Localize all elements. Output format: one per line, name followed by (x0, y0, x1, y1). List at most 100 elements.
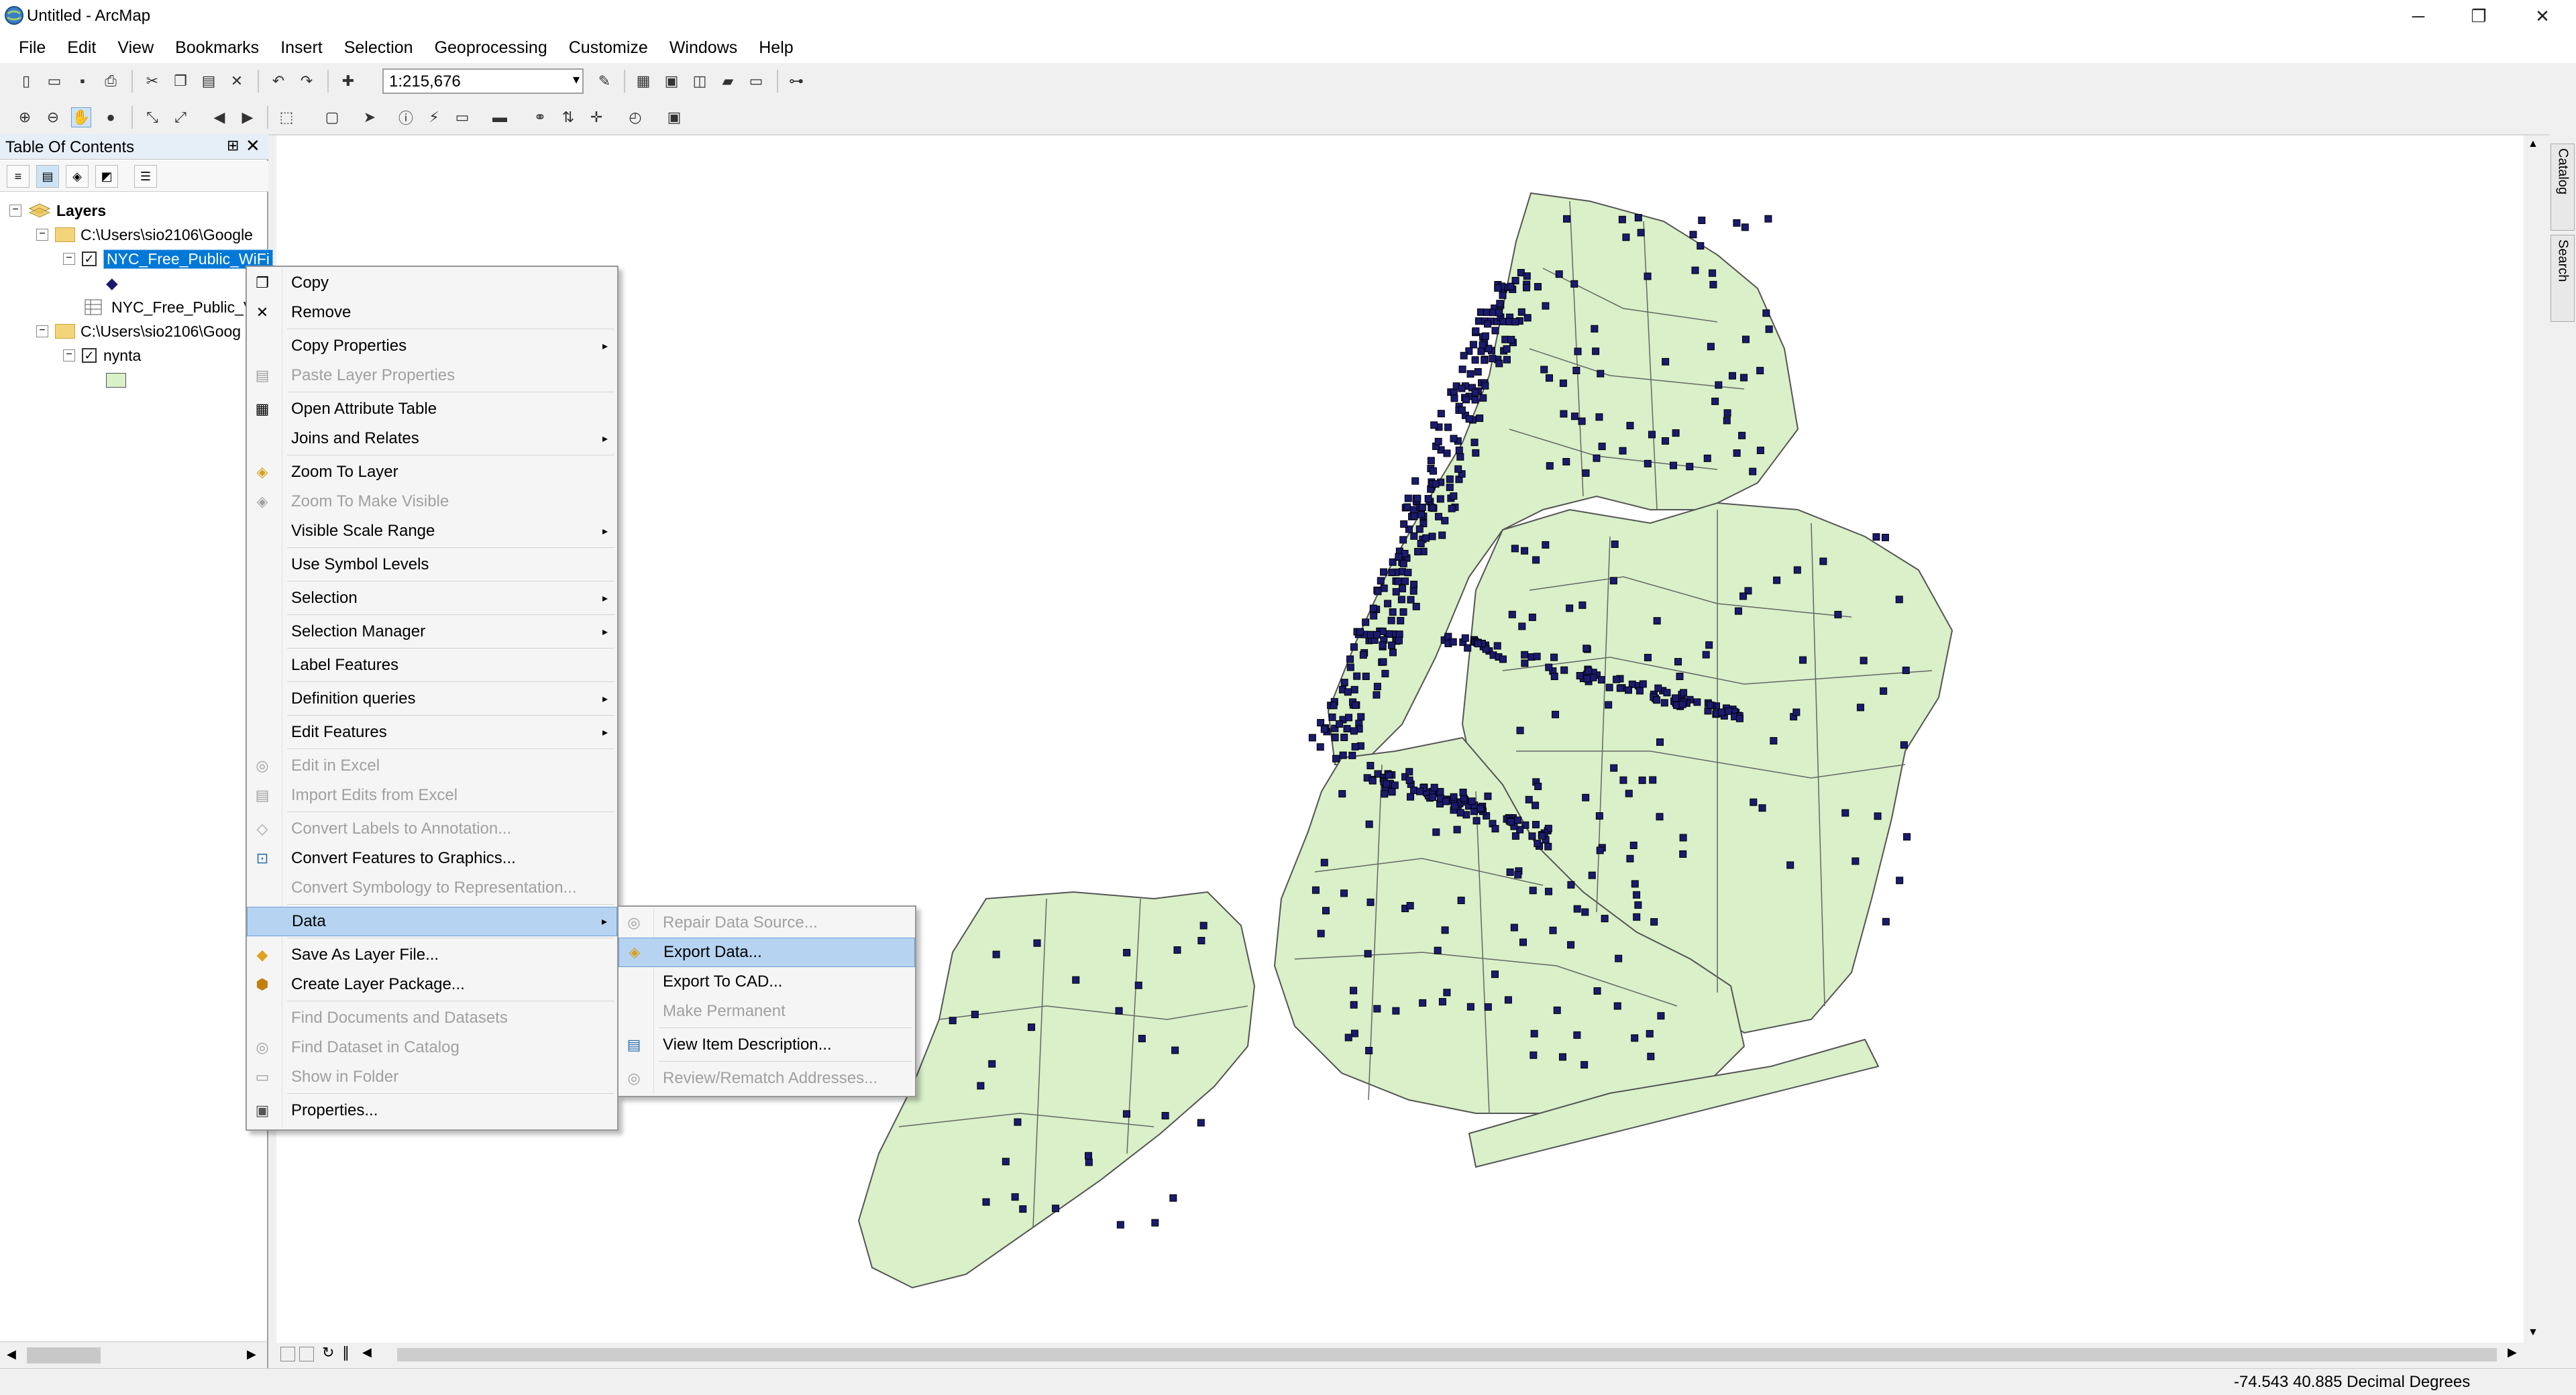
scroll-left-icon[interactable]: ◀ (7, 1347, 16, 1361)
data-view-icon[interactable] (280, 1347, 295, 1361)
map-scale-dropdown[interactable]: 1:215,676 ▾ (382, 68, 584, 94)
collapse-icon[interactable]: − (36, 325, 48, 337)
toc-options-icon[interactable]: ☰ (134, 165, 157, 188)
open-folder-icon[interactable]: ▭ (47, 72, 62, 89)
layer-visibility-checkbox[interactable]: ✓ (82, 348, 97, 363)
scroll-up-icon[interactable]: ▲ (2528, 138, 2538, 150)
forward-arrow-icon[interactable]: ▶ (241, 109, 254, 125)
menu-item-data[interactable]: Data ▸ (247, 907, 617, 936)
scroll-thumb[interactable] (397, 1348, 2497, 1361)
map-vertical-scrollbar[interactable]: ▲ ▼ (2524, 135, 2544, 1343)
delete-icon[interactable]: ✕ (230, 72, 244, 89)
wifi-layer-name[interactable]: NYC_Free_Public_WiFi (103, 249, 273, 269)
model-builder-icon[interactable]: ⊶ (789, 72, 804, 89)
cut-icon[interactable]: ✂ (146, 72, 159, 89)
list-by-source-icon[interactable]: ▤ (36, 165, 59, 188)
select-elements-arrow-icon[interactable]: ➤ (363, 109, 376, 125)
find-route-icon[interactable]: ⇅ (561, 109, 575, 125)
menu-edit[interactable]: Edit (67, 38, 97, 57)
menu-item-save-as-layer-file[interactable]: ◆ Save As Layer File... (247, 940, 617, 970)
search-window-icon[interactable]: ◫ (692, 72, 707, 89)
table-of-contents-icon[interactable]: ▦ (636, 72, 651, 89)
menu-item-visible-scale-range[interactable]: Visible Scale Range ▸ (247, 516, 617, 546)
catalog-window-icon[interactable]: ▣ (664, 72, 679, 89)
layer-visibility-checkbox[interactable]: ✓ (82, 252, 97, 266)
layout-view-icon[interactable] (299, 1347, 314, 1361)
menu-item-copy-properties[interactable]: Copy Properties ▸ (247, 331, 617, 361)
close-button[interactable]: ✕ (2535, 5, 2550, 26)
list-by-visibility-icon[interactable]: ◈ (66, 165, 89, 188)
menu-item-convert-features[interactable]: ⊡ Convert Features to Graphics... (247, 844, 617, 873)
undo-icon[interactable]: ↶ (272, 72, 285, 89)
menu-geoprocessing[interactable]: Geoprocessing (434, 38, 547, 57)
tree-row-group1[interactable]: − C:\Users\sio2106\Google (36, 223, 253, 247)
map-horizontal-scrollbar[interactable]: ↻ ∥ ◀ ▶ (276, 1343, 2544, 1367)
menu-bookmarks[interactable]: Bookmarks (175, 38, 260, 57)
maximize-button[interactable]: ❐ (2471, 5, 2487, 26)
map-view[interactable] (276, 135, 2524, 1343)
zoom-in-icon[interactable]: ⊕ (18, 109, 32, 125)
nynta-layer-name[interactable]: nynta (103, 346, 142, 364)
menu-windows[interactable]: Windows (669, 38, 738, 57)
back-arrow-icon[interactable]: ◀ (213, 109, 225, 125)
python-window-icon[interactable]: ▭ (749, 72, 763, 89)
menu-item-label-features[interactable]: Label Features (247, 651, 617, 680)
pan-hand-icon[interactable]: ✋ (71, 107, 91, 127)
go-to-xy-icon[interactable]: ✛ (590, 109, 603, 125)
paste-icon[interactable]: ▤ (201, 72, 216, 89)
menu-item-properties[interactable]: ▣ Properties... (247, 1096, 617, 1125)
toc-close-icon[interactable]: ✕ (246, 135, 260, 156)
menu-item-joins-and-relates[interactable]: Joins and Relates ▸ (247, 424, 617, 453)
menu-file[interactable]: File (19, 38, 46, 57)
menu-item-open-attribute-table[interactable]: ▦ Open Attribute Table (247, 394, 617, 424)
redo-icon[interactable]: ↷ (300, 72, 313, 89)
toc-horizontal-scrollbar[interactable]: ◀ ▶ (0, 1341, 267, 1368)
menu-help[interactable]: Help (759, 38, 794, 57)
catalog-tab[interactable]: Catalog (2551, 144, 2575, 231)
menu-item-export-to-cad[interactable]: Export To CAD... (619, 967, 915, 997)
collapse-icon[interactable]: − (63, 253, 75, 265)
list-by-selection-icon[interactable]: ◩ (95, 165, 118, 188)
menu-view[interactable]: View (117, 38, 154, 57)
fixed-zoom-out-icon[interactable]: ⤢ (174, 109, 186, 125)
time-slider-icon[interactable]: ◴ (629, 109, 642, 125)
hyperlink-icon[interactable]: ⚡ (429, 109, 439, 125)
tree-row-wifi-table[interactable]: NYC_Free_Public_V (85, 295, 254, 319)
menu-insert[interactable]: Insert (280, 38, 323, 57)
pause-drawing-icon[interactable]: ∥ (342, 1344, 350, 1361)
select-features-icon[interactable]: ⬚ (279, 109, 294, 125)
fixed-zoom-in-icon[interactable]: ⤡ (146, 109, 158, 125)
menu-item-zoom-to-layer[interactable]: ◈ Zoom To Layer (247, 457, 617, 487)
tree-row-group2[interactable]: − C:\Users\sio2106\Goog (36, 319, 241, 343)
editor-toolbar-icon[interactable]: ✎ (598, 72, 611, 89)
scroll-right-icon[interactable]: ▶ (2508, 1345, 2517, 1359)
add-data-icon[interactable]: ✚ (341, 72, 355, 89)
menu-customize[interactable]: Customize (568, 38, 648, 57)
collapse-icon[interactable]: − (63, 349, 75, 361)
clear-selection-icon[interactable]: ▢ (325, 109, 339, 125)
save-icon[interactable]: ▪ (80, 72, 85, 89)
find-binoculars-icon[interactable]: ⚭ (533, 109, 547, 125)
html-popup-icon[interactable]: ▭ (455, 109, 470, 125)
menu-item-copy[interactable]: ❐ Copy (247, 268, 617, 298)
pin-icon[interactable]: ⊞ (227, 137, 239, 154)
menu-item-view-item-description[interactable]: ▤ View Item Description... (619, 1030, 915, 1060)
menu-item-edit-features[interactable]: Edit Features ▸ (247, 718, 617, 747)
tree-row-nynta-layer[interactable]: − ✓ nynta (63, 343, 141, 368)
search-tab[interactable]: Search (2551, 235, 2575, 322)
scroll-down-icon[interactable]: ▼ (2528, 1327, 2538, 1338)
tree-row-wifi-layer[interactable]: − ✓ NYC_Free_Public_WiFi (63, 247, 273, 271)
scroll-right-icon[interactable]: ▶ (247, 1347, 256, 1361)
refresh-icon[interactable]: ↻ (322, 1344, 335, 1361)
menu-item-create-layer-package[interactable]: ⬢ Create Layer Package... (247, 970, 617, 999)
collapse-icon[interactable]: − (36, 229, 48, 241)
menu-selection[interactable]: Selection (343, 38, 413, 57)
create-viewer-window-icon[interactable]: ▣ (667, 109, 682, 125)
menu-item-remove[interactable]: ✕ Remove (247, 298, 617, 327)
menu-item-selection[interactable]: Selection ▸ (247, 583, 617, 613)
menu-item-definition-queries[interactable]: Definition queries ▸ (247, 684, 617, 714)
tree-row-layers[interactable]: − Layers (9, 199, 106, 223)
zoom-out-icon[interactable]: ⊖ (46, 109, 60, 125)
menu-item-use-symbol-levels[interactable]: Use Symbol Levels (247, 550, 617, 579)
print-icon[interactable]: ⎙ (105, 72, 117, 89)
